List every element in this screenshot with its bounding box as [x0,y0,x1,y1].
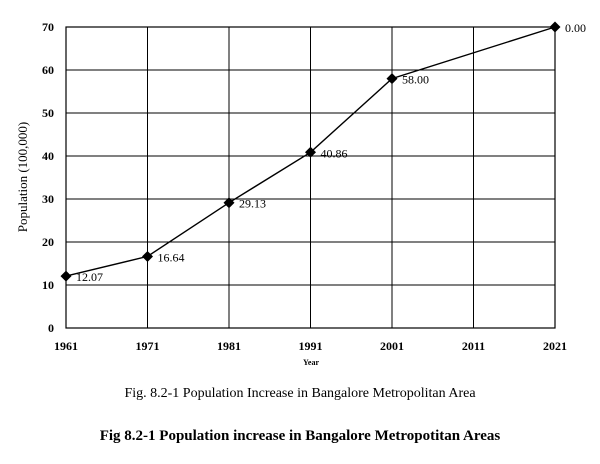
plot-frame [65,26,556,329]
figure-caption-bold: Fig 8.2-1 Population increase in Bangalo… [99,428,501,444]
x-tick-label: 1961 [54,339,78,353]
y-axis-title: Population (100,000) [15,122,30,233]
population-line-chart: 0 10 20 30 40 50 60 70 1961 1971 1981 1991 2001 2011 2… [15,20,586,367]
axis-labels: 0 10 20 30 40 50 60 70 1961 1971 1981 1991 2001 2011 2… [42,20,567,353]
grid-lines [65,26,556,329]
x-tick-label: 1981 [217,339,241,353]
data-point-marker [386,73,398,85]
series-line [65,26,556,277]
y-tick-label: 10 [42,278,54,292]
y-tick-label: 40 [42,149,54,163]
x-tick-label: 2021 [543,339,567,353]
y-tick-label: 60 [42,63,54,77]
y-tick-label: 0 [48,321,54,335]
x-tick-label: 1991 [299,339,323,353]
data-label: 58.00 [402,73,429,87]
y-tick-label: 20 [42,235,54,249]
x-axis-title: Year [303,358,319,367]
x-tick-label: 2011 [462,339,485,353]
data-label: 0.00 [565,21,586,35]
data-point-marker [60,270,72,282]
data-point-marker [549,21,561,33]
figure-caption: Fig. 8.2-1 Population Increase in Bangal… [124,386,476,401]
data-label: 16.64 [158,250,185,264]
data-label: 29.13 [239,197,266,211]
data-point-marker [223,197,235,209]
x-tick-label: 1971 [136,339,160,353]
y-tick-label: 70 [42,20,54,34]
y-tick-label: 50 [42,106,54,120]
y-tick-label: 30 [42,192,54,206]
data-label: 40.86 [321,146,348,160]
population-series: 12.07 16.64 29.13 40.86 58.00 0.00 [60,21,586,284]
x-tick-label: 2001 [380,339,404,353]
data-label: 12.07 [76,270,103,284]
data-point-marker [305,146,316,158]
data-point-marker [142,250,153,262]
